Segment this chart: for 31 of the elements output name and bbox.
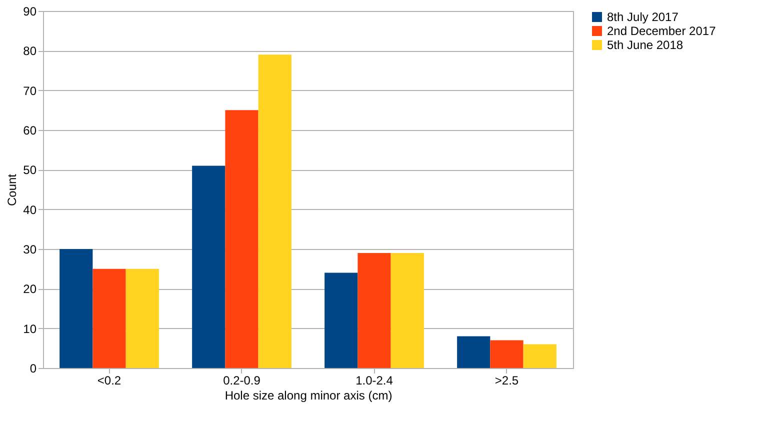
y-tick-label: 10 — [23, 322, 37, 336]
bar — [324, 272, 358, 368]
y-tick-label: 70 — [23, 84, 37, 98]
x-tick-label: <0.2 — [97, 374, 122, 388]
y-tick-label: 60 — [23, 124, 37, 138]
x-tick-label: 1.0-2.4 — [356, 374, 394, 388]
y-tick-label: 0 — [30, 362, 37, 376]
y-tick-label: 50 — [23, 163, 37, 178]
y-tick-label: 80 — [23, 44, 37, 58]
bar — [126, 268, 159, 368]
legend-label: 2nd December 2017 — [607, 24, 716, 38]
bar — [60, 249, 93, 368]
bar — [390, 252, 424, 368]
bar — [92, 268, 126, 368]
bar — [457, 336, 490, 368]
bar — [358, 252, 391, 368]
y-tick-label: 40 — [23, 202, 37, 217]
x-tick-label: 0.2-0.9 — [223, 374, 261, 388]
y-tick-label: 20 — [23, 282, 37, 296]
bar — [490, 340, 524, 368]
legend-label: 8th July 2017 — [607, 10, 679, 24]
y-axis-title: Count — [5, 173, 20, 206]
bar — [225, 110, 258, 368]
x-tick-label: >2.5 — [494, 374, 519, 388]
bar — [192, 166, 226, 368]
x-axis-title: Hole size along minor axis (cm) — [224, 388, 392, 402]
bar — [523, 344, 556, 368]
y-tick-label: 30 — [23, 242, 37, 256]
legend-label: 5th June 2018 — [607, 38, 684, 52]
y-tick-label: 90 — [23, 4, 37, 18]
bar — [258, 54, 292, 368]
